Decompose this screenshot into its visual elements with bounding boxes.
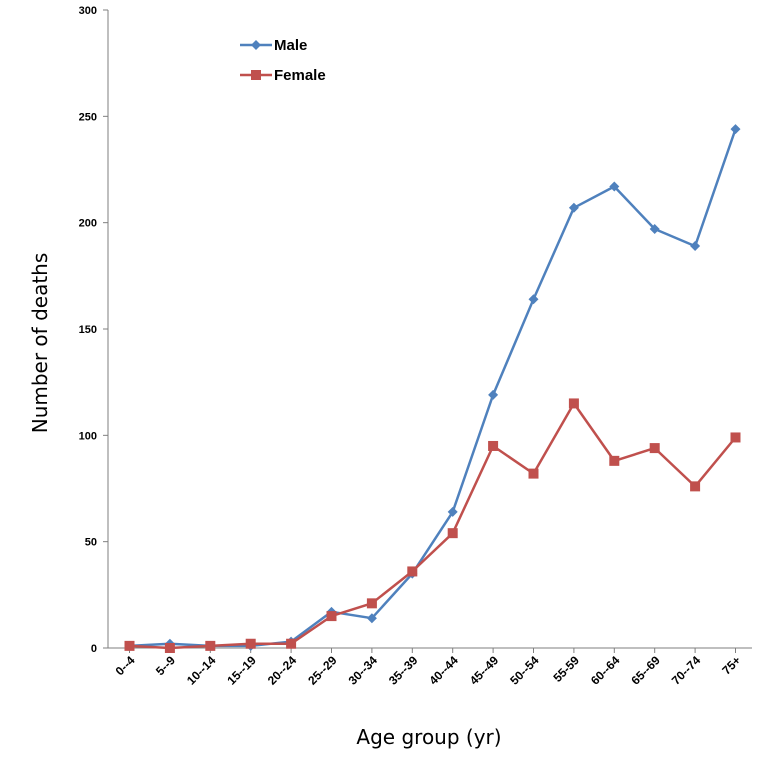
y-tick-label: 300 xyxy=(79,5,97,17)
y-tick-label: 100 xyxy=(79,430,97,442)
legend: Male Female xyxy=(240,37,326,84)
series-male-point xyxy=(528,294,539,305)
series-female-point xyxy=(649,443,660,454)
series-female-point xyxy=(124,640,135,651)
x-tick-label: 65--69 xyxy=(628,653,663,688)
series-female-point xyxy=(164,643,175,653)
series-male-point xyxy=(488,389,499,400)
y-axis-title: Number of deaths xyxy=(28,253,52,434)
legend-female-marker xyxy=(251,70,261,80)
y-tick-label: 50 xyxy=(85,537,97,549)
series-male-point xyxy=(609,181,620,192)
y-tick-label: 250 xyxy=(79,111,97,123)
legend-male-label: Male xyxy=(274,37,307,54)
x-ticks: 0--4 5--9 10--14 15--19 20--24 25--29 30--34 35… xyxy=(113,648,744,688)
x-tick-label: 50--54 xyxy=(507,653,542,688)
x-tick-label: 70--74 xyxy=(669,653,704,688)
series-female-point xyxy=(366,598,377,609)
series-male-point xyxy=(690,241,701,252)
x-axis-title: Age group (yr) xyxy=(356,725,501,749)
x-tick-label: 15--19 xyxy=(224,653,259,688)
x-tick-label: 10--14 xyxy=(184,653,219,688)
x-tick-label: 25--29 xyxy=(305,653,340,688)
series-female-point xyxy=(205,640,216,651)
series-female-point xyxy=(407,566,418,577)
x-tick-label: 35--39 xyxy=(386,653,421,688)
series-male-point xyxy=(447,506,458,517)
series-female-point xyxy=(488,440,499,451)
series-male-point xyxy=(568,202,579,213)
x-tick-label: 0--4 xyxy=(113,653,138,678)
y-tick-label: 150 xyxy=(79,324,97,336)
series-male-line xyxy=(129,128,737,648)
series-female-point xyxy=(245,638,256,649)
y-tick-label: 0 xyxy=(91,643,97,655)
series-female-point xyxy=(326,611,337,622)
series-female-line xyxy=(129,402,737,650)
series-female-point xyxy=(730,432,741,443)
series-female-point xyxy=(286,638,297,649)
x-tick-label: 60--64 xyxy=(588,653,623,688)
y-ticks: 0 50 100 150 200 250 300 xyxy=(79,5,108,655)
series-female-point xyxy=(568,398,579,409)
x-tick-label: 30--34 xyxy=(346,653,381,688)
legend-female-label: Female xyxy=(274,67,326,84)
axes xyxy=(107,10,752,649)
x-tick-label: 40--44 xyxy=(426,653,461,688)
x-tick-label: 20--24 xyxy=(265,653,300,688)
series-male-point xyxy=(730,124,741,135)
x-tick-label: 75+ xyxy=(719,653,743,677)
series-layer xyxy=(124,124,741,653)
x-tick-label: 5--9 xyxy=(153,653,178,678)
series-female-point xyxy=(447,528,458,539)
series-female-point xyxy=(528,468,539,479)
series-female-point xyxy=(609,455,620,466)
y-tick-label: 200 xyxy=(79,218,97,230)
x-tick-label: 55-59 xyxy=(550,653,582,685)
series-male-point xyxy=(649,224,660,235)
series-female-point xyxy=(690,481,701,492)
legend-male-marker xyxy=(251,40,261,50)
series-male-point xyxy=(366,613,377,624)
x-tick-label: 45--49 xyxy=(467,653,502,688)
